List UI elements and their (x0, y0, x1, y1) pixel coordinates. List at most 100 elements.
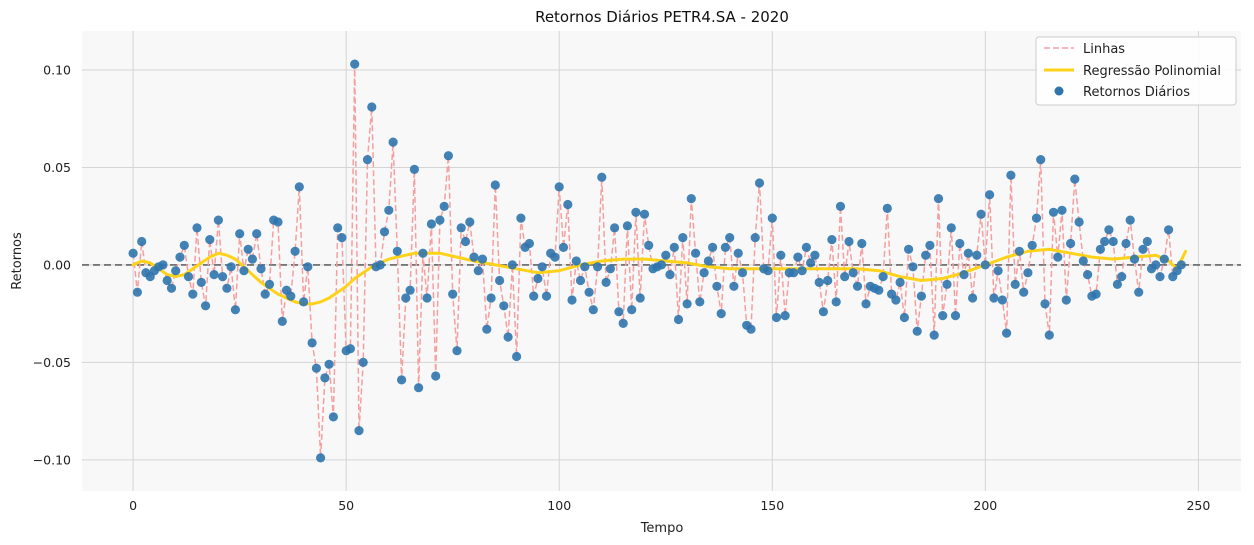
data-point (1108, 236, 1118, 247)
data-point (921, 250, 931, 260)
data-point (593, 262, 603, 272)
data-point (614, 307, 624, 317)
data-point (976, 209, 986, 219)
data-point (1134, 287, 1144, 297)
data-point (750, 233, 760, 243)
x-axis-ticks: 0 50 100 150 200 250 (129, 498, 1210, 513)
data-point (584, 287, 594, 297)
data-point (379, 227, 390, 237)
data-point (128, 248, 138, 258)
data-point (554, 182, 564, 192)
data-point (610, 223, 620, 233)
data-point (831, 297, 841, 307)
data-point (384, 205, 394, 215)
data-point (235, 229, 245, 239)
data-point (597, 172, 607, 182)
data-point (460, 236, 471, 247)
data-point (763, 266, 773, 276)
data-point (827, 235, 837, 245)
x-tick-label: 100 (547, 498, 571, 513)
data-point (422, 293, 432, 303)
data-point (1078, 256, 1088, 266)
data-point (673, 314, 684, 325)
regression-layer (131, 247, 1188, 306)
data-point (627, 305, 637, 315)
data-point (1040, 299, 1050, 309)
data-point (818, 307, 829, 317)
data-point (980, 260, 990, 270)
data-point (456, 223, 466, 233)
x-tick-label: 50 (338, 498, 354, 513)
y-tick-label: 0.10 (43, 62, 71, 77)
data-point (895, 277, 905, 287)
data-point (712, 281, 722, 291)
data-point (541, 291, 552, 301)
data-point (277, 316, 287, 326)
chart-title: Retornos Diários PETR4.SA - 2020 (535, 8, 789, 26)
data-point (405, 285, 415, 295)
data-point (631, 207, 641, 217)
data-point (252, 229, 262, 239)
data-point (912, 326, 922, 336)
data-point (588, 305, 598, 315)
y-axis-label: Retornos (10, 232, 25, 290)
x-axis-label: Tempo (640, 521, 684, 536)
data-point (503, 332, 513, 342)
data-point (1057, 205, 1067, 215)
data-point (793, 252, 803, 262)
data-point (656, 260, 667, 270)
legend-points-swatch (1054, 86, 1064, 96)
data-point (925, 240, 935, 250)
data-point (1117, 272, 1127, 282)
legend-points-label: Retornos Diários (1083, 85, 1190, 100)
data-point (1100, 236, 1110, 247)
data-point (622, 221, 633, 231)
data-point (874, 285, 884, 295)
data-point (776, 250, 786, 260)
data-point (686, 194, 696, 204)
data-point (537, 262, 547, 272)
data-point (1155, 272, 1165, 282)
data-point (401, 293, 411, 303)
data-point (324, 359, 334, 369)
data-point (946, 223, 956, 233)
data-point (801, 242, 812, 252)
y-tick-label: −0.10 (33, 452, 71, 467)
data-point (968, 293, 978, 303)
data-point (469, 252, 479, 262)
data-point (320, 373, 330, 383)
data-point (409, 164, 419, 174)
data-point (550, 252, 560, 262)
data-point (605, 264, 616, 274)
data-point (575, 275, 586, 286)
data-point (1014, 246, 1024, 256)
data-point (1061, 295, 1071, 305)
data-point (699, 268, 709, 278)
data-point (397, 375, 407, 385)
data-point (1027, 240, 1037, 250)
data-point (1019, 287, 1029, 297)
data-point (226, 262, 236, 272)
data-point (511, 351, 522, 362)
data-point (767, 213, 777, 223)
data-point (1083, 270, 1093, 280)
data-point (452, 346, 462, 356)
data-point (439, 201, 449, 211)
x-tick-label: 200 (973, 498, 997, 513)
data-point (682, 299, 692, 309)
data-point (1121, 238, 1131, 249)
data-point (188, 289, 198, 299)
data-point (166, 283, 177, 293)
data-point (529, 291, 539, 301)
data-point (465, 217, 475, 227)
data-point (247, 254, 257, 264)
data-point (644, 240, 654, 250)
data-point (691, 248, 701, 258)
data-point (243, 244, 253, 254)
data-point (171, 266, 181, 276)
data-point (375, 260, 385, 270)
data-point (789, 268, 799, 278)
data-point (810, 250, 820, 260)
data-point (328, 412, 338, 422)
